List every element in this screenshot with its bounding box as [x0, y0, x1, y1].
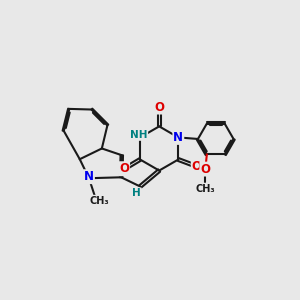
Text: H: H	[132, 188, 141, 198]
Text: N: N	[84, 170, 94, 183]
Text: CH₃: CH₃	[196, 184, 215, 194]
Text: O: O	[200, 163, 210, 176]
Text: O: O	[119, 162, 129, 175]
Text: NH: NH	[130, 130, 147, 140]
Text: O: O	[154, 100, 164, 114]
Text: O: O	[192, 160, 202, 173]
Text: CH₃: CH₃	[89, 196, 109, 206]
Text: N: N	[173, 131, 183, 144]
